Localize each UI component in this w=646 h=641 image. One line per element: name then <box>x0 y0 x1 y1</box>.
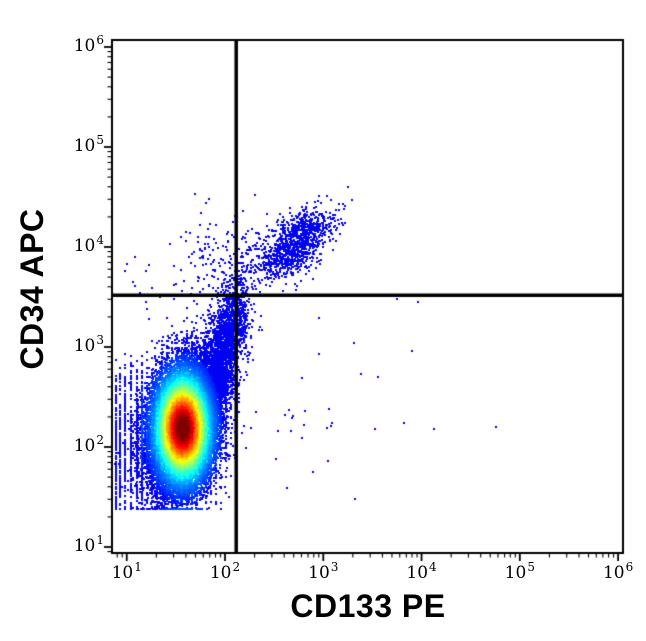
x-axis-title: CD133 PE <box>290 588 446 624</box>
y-tick-label: 106 <box>73 33 104 56</box>
y-tick-label: 101 <box>73 533 104 556</box>
x-tick-label: 102 <box>209 560 241 583</box>
x-tick-label: 106 <box>602 560 634 583</box>
x-tick-label: 105 <box>504 560 535 583</box>
y-tick-label: 105 <box>73 133 104 156</box>
x-tick-label: 104 <box>406 560 437 583</box>
y-tick-label: 104 <box>73 233 104 256</box>
x-tick-label: 101 <box>111 560 142 583</box>
y-tick-label: 103 <box>73 333 104 356</box>
x-tick-label: 103 <box>308 560 339 583</box>
y-axis-title: CD34 APC <box>14 208 50 370</box>
y-tick-label: 102 <box>73 433 104 456</box>
